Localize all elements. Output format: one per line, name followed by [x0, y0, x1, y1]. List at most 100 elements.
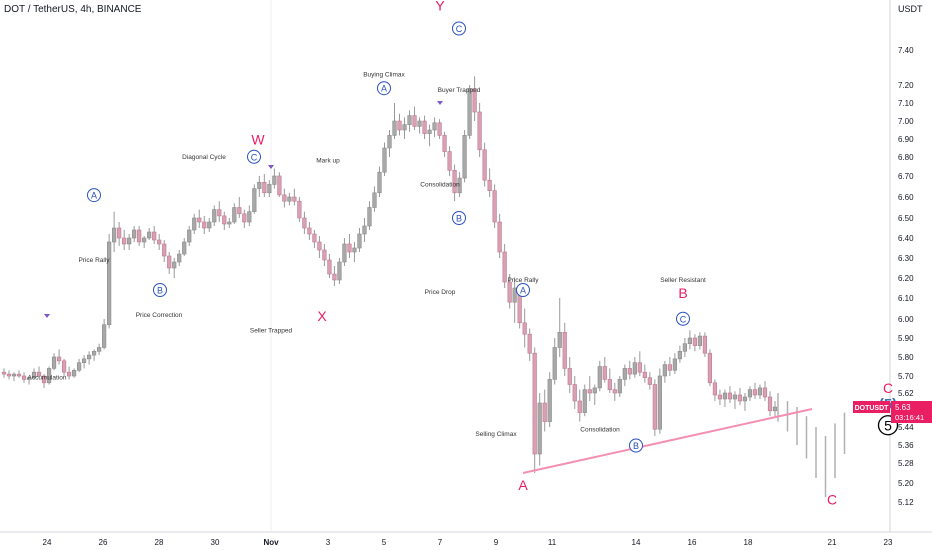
- candle-body[interactable]: [427, 129, 432, 134]
- candle-body[interactable]: [702, 335, 708, 354]
- candle-body[interactable]: [577, 400, 582, 413]
- candle-body[interactable]: [31, 371, 37, 379]
- candle-body[interactable]: [762, 387, 768, 398]
- candle-body[interactable]: [157, 239, 162, 245]
- candle-body[interactable]: [657, 375, 662, 430]
- candle-body[interactable]: [457, 177, 462, 194]
- candle-body[interactable]: [107, 241, 112, 325]
- candle-body[interactable]: [772, 406, 778, 412]
- candle-body[interactable]: [722, 392, 728, 400]
- candle-body[interactable]: [337, 261, 342, 281]
- candle-body[interactable]: [472, 88, 477, 113]
- candle-body[interactable]: [477, 111, 482, 151]
- candle-body[interactable]: [652, 384, 657, 430]
- candle-body[interactable]: [447, 151, 452, 171]
- candle-body[interactable]: [687, 337, 692, 344]
- candle-body[interactable]: [367, 207, 372, 227]
- candle-body[interactable]: [252, 188, 257, 213]
- candle-body[interactable]: [647, 377, 652, 385]
- candle-body[interactable]: [497, 221, 502, 253]
- candle-body[interactable]: [262, 182, 267, 194]
- candle-body[interactable]: [372, 192, 377, 208]
- price-badge[interactable]: [891, 401, 932, 423]
- candle-body[interactable]: [61, 360, 67, 373]
- candle-body[interactable]: [442, 135, 447, 152]
- candle-body[interactable]: [102, 324, 107, 348]
- candle-body[interactable]: [222, 215, 227, 225]
- candle-body[interactable]: [297, 200, 302, 219]
- candle-body[interactable]: [36, 371, 42, 377]
- candle-body[interactable]: [487, 179, 492, 191]
- candle-body[interactable]: [352, 247, 357, 253]
- candle-body[interactable]: [482, 149, 487, 181]
- candle-body[interactable]: [41, 375, 47, 384]
- candle-body[interactable]: [467, 88, 472, 136]
- candle-body[interactable]: [677, 350, 682, 360]
- candle-body[interactable]: [162, 243, 167, 257]
- candle-body[interactable]: [192, 217, 197, 231]
- candle-body[interactable]: [682, 343, 687, 352]
- candle-body[interactable]: [462, 135, 467, 179]
- candle-body[interactable]: [767, 396, 773, 412]
- candle-body[interactable]: [282, 194, 287, 202]
- candle-body[interactable]: [727, 392, 733, 400]
- candle-body[interactable]: [82, 358, 87, 363]
- candle-body[interactable]: [582, 389, 587, 413]
- candle-body[interactable]: [152, 231, 157, 241]
- candle-body[interactable]: [132, 229, 137, 239]
- candle-body[interactable]: [612, 389, 617, 394]
- candle-body[interactable]: [507, 281, 512, 303]
- candle-body[interactable]: [532, 352, 537, 455]
- candle-body[interactable]: [21, 375, 27, 380]
- candle-body[interactable]: [267, 184, 272, 194]
- candle-body[interactable]: [622, 368, 627, 380]
- candle-body[interactable]: [92, 350, 97, 356]
- candle-body[interactable]: [392, 120, 397, 136]
- candle-body[interactable]: [342, 243, 347, 263]
- candle-body[interactable]: [452, 170, 457, 194]
- candle-body[interactable]: [1, 371, 7, 375]
- candle-body[interactable]: [217, 209, 222, 217]
- candle-body[interactable]: [717, 394, 723, 400]
- candle-body[interactable]: [122, 237, 127, 245]
- candle-body[interactable]: [437, 122, 442, 136]
- candle-body[interactable]: [227, 221, 232, 225]
- candle-body[interactable]: [562, 331, 567, 369]
- candle-body[interactable]: [417, 120, 422, 127]
- candle-body[interactable]: [242, 213, 247, 223]
- candle-body[interactable]: [97, 347, 102, 352]
- candle-body[interactable]: [202, 221, 207, 229]
- candle-body[interactable]: [567, 368, 572, 385]
- candle-body[interactable]: [672, 358, 677, 371]
- candle-body[interactable]: [172, 261, 177, 269]
- candle-body[interactable]: [422, 120, 427, 134]
- candle-body[interactable]: [362, 225, 367, 235]
- candle-body[interactable]: [112, 227, 117, 243]
- candle-body[interactable]: [66, 371, 72, 377]
- candle-body[interactable]: [207, 221, 212, 229]
- candle-body[interactable]: [197, 217, 202, 223]
- candle-body[interactable]: [557, 331, 562, 348]
- candle-body[interactable]: [747, 389, 753, 398]
- candle-body[interactable]: [667, 364, 672, 371]
- candle-body[interactable]: [322, 249, 327, 261]
- candle-body[interactable]: [6, 373, 12, 377]
- candle-body[interactable]: [757, 387, 763, 396]
- candle-body[interactable]: [407, 115, 412, 125]
- candle-body[interactable]: [137, 229, 142, 243]
- candle-body[interactable]: [742, 396, 748, 402]
- candle-body[interactable]: [587, 389, 592, 394]
- candle-body[interactable]: [46, 368, 52, 384]
- candle-body[interactable]: [502, 251, 507, 283]
- candle-body[interactable]: [572, 384, 577, 402]
- candle-body[interactable]: [522, 322, 527, 335]
- candle-body[interactable]: [382, 147, 387, 173]
- candle-body[interactable]: [527, 333, 532, 354]
- candle-body[interactable]: [11, 373, 17, 377]
- candle-body[interactable]: [332, 273, 337, 281]
- candle-body[interactable]: [632, 362, 637, 375]
- candle-body[interactable]: [212, 209, 217, 223]
- candle-body[interactable]: [547, 379, 552, 422]
- candle-body[interactable]: [287, 196, 292, 202]
